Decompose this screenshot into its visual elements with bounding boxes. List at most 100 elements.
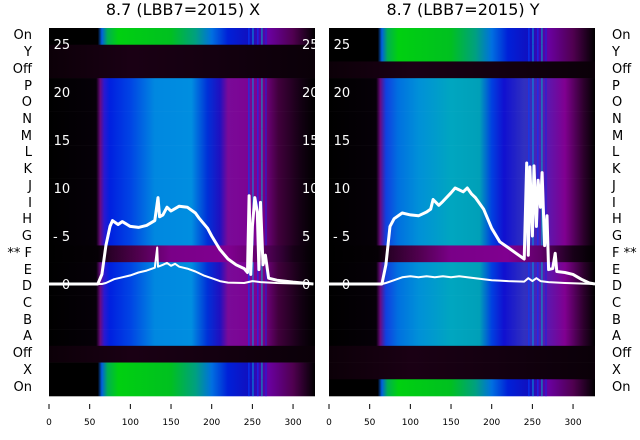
heatmap-row — [329, 145, 595, 163]
heatmap-streak — [537, 78, 539, 96]
heatmap-streak — [257, 28, 259, 46]
row-label: B — [612, 312, 621, 328]
heatmap-streak — [261, 178, 263, 196]
row-label: C — [612, 296, 622, 311]
row-label: C — [22, 296, 32, 311]
heatmap-streak — [532, 262, 534, 280]
heatmap-streak — [541, 278, 543, 296]
x-tick-label: 0 — [46, 418, 52, 428]
heatmap-streak — [545, 262, 547, 280]
heatmap-streak — [252, 295, 254, 313]
heatmap-streak — [537, 111, 539, 129]
heatmap-streak — [261, 278, 263, 296]
heatmap-streak — [532, 295, 534, 313]
heatmap-streak — [545, 111, 547, 129]
heatmap-row — [49, 245, 315, 263]
panel-y-title: 8.7 (LBB7=2015) Y — [386, 0, 540, 19]
x-tick-label: 200 — [483, 418, 500, 428]
heatmap-streak — [252, 28, 254, 46]
heatmap-streak — [545, 94, 547, 112]
heatmap-streak — [541, 212, 543, 230]
heatmap-streak — [545, 161, 547, 179]
heatmap-streak — [265, 78, 267, 96]
heatmap-streak — [537, 329, 539, 347]
heatmap-row — [49, 44, 315, 62]
series-line-lower — [329, 275, 596, 285]
heatmap-streak — [541, 379, 543, 397]
heatmap-streak — [252, 128, 254, 146]
row-label: Off — [612, 346, 632, 362]
x-tick-label: 300 — [564, 418, 581, 428]
series-line-lower — [49, 246, 314, 285]
row-label: N — [612, 112, 622, 127]
heatmap-streak — [248, 329, 250, 347]
heatmap-streak — [248, 94, 250, 112]
heatmap-streak — [265, 161, 267, 179]
row-label: K — [23, 162, 32, 178]
heatmap-streak — [528, 44, 530, 62]
y-tick-label: - 5 — [53, 230, 70, 245]
panel-x: 0 0 - 5 5 - 10 10 - 15 15 - 20 20 - 25 250 50 100 150 2… — [45, 28, 319, 428]
heatmap-streak — [541, 44, 543, 62]
heatmap-streak — [257, 312, 259, 330]
heatmap-streak — [532, 329, 534, 347]
heatmap-streak — [248, 295, 250, 313]
heatmap-streak — [248, 312, 250, 330]
row-label: M — [612, 128, 624, 144]
row-label: J — [612, 178, 616, 194]
row-label: O — [21, 95, 32, 111]
y-tick-label-right: 25 — [302, 38, 319, 53]
heatmap-streak — [545, 178, 547, 196]
heatmap-row — [329, 195, 595, 213]
heatmap-streak — [545, 78, 547, 96]
heatmap-streak — [537, 28, 539, 46]
row-label: Y — [612, 45, 620, 61]
row-label: On — [612, 379, 631, 395]
row-label: ** F — [7, 245, 32, 261]
x-tick-label: 100 — [402, 418, 419, 428]
heatmap-row — [49, 111, 315, 129]
series-line-upper — [329, 161, 596, 286]
heatmap-streak — [257, 278, 259, 296]
heatmap-streak — [261, 28, 263, 46]
heatmap-streak — [545, 28, 547, 46]
heatmap-streak — [257, 128, 259, 146]
heatmap-streak — [257, 111, 259, 129]
row-label: Off — [612, 61, 632, 77]
heatmap-row — [329, 228, 595, 246]
heatmap-streak — [545, 329, 547, 347]
row-label: M — [20, 128, 32, 144]
y-tick-label: - 25 — [325, 38, 350, 53]
heatmap-streak — [265, 111, 267, 129]
heatmap-streak — [541, 94, 543, 112]
heatmap-streak — [257, 295, 259, 313]
heatmap-streak — [265, 28, 267, 46]
heatmap-streak — [265, 128, 267, 146]
heatmap-streak — [532, 312, 534, 330]
row-label: I — [28, 195, 32, 211]
y-tick-label: - 20 — [325, 86, 350, 101]
heatmap-streak — [257, 145, 259, 163]
heatmap-row — [329, 329, 595, 347]
heatmap-streak — [528, 312, 530, 330]
heatmap-streak — [265, 178, 267, 196]
heatmap-streak — [248, 128, 250, 146]
heatmap-streak — [257, 161, 259, 179]
heatmap-streak — [265, 228, 267, 246]
y-tick-label-right: 20 — [302, 86, 319, 101]
y-tick-label: - 15 — [45, 134, 70, 149]
heatmap-row — [49, 61, 315, 79]
heatmap-streak — [261, 78, 263, 96]
heatmap-row — [49, 362, 315, 380]
heatmap-row — [329, 295, 595, 313]
y-tick-label: - 15 — [325, 134, 350, 149]
heatmap-streak — [252, 161, 254, 179]
heatmap-streak — [265, 195, 267, 213]
heatmap-streak — [532, 128, 534, 146]
row-label: On — [13, 28, 32, 44]
heatmap-row — [49, 145, 315, 163]
panel-y: 0- 5- 10- 15- 20- 250 50 100 150 200 250 300 — [325, 28, 596, 428]
heatmap-streak — [528, 128, 530, 146]
heatmap-streak — [248, 161, 250, 179]
y-tick-label: - 10 — [325, 182, 350, 197]
